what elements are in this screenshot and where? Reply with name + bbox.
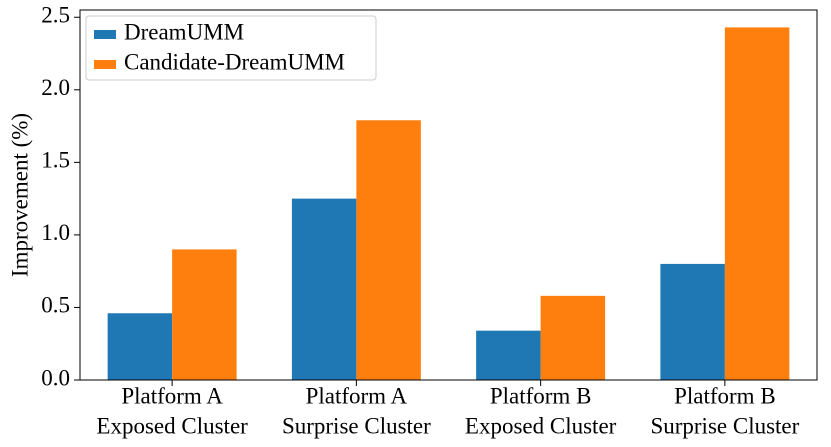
bar: [172, 249, 237, 380]
bar: [107, 313, 173, 380]
y-tick-label: 0.0: [41, 365, 70, 390]
legend-swatch: [94, 60, 116, 69]
x-tick-label: Platform A: [306, 383, 408, 408]
x-tick-label: Platform B: [490, 383, 592, 408]
y-tick-label: 2.0: [41, 75, 70, 100]
x-tick-label: Surprise Cluster: [282, 413, 431, 438]
legend-label: DreamUMM: [124, 19, 244, 44]
x-tick-label: Platform B: [674, 383, 776, 408]
y-tick-label: 0.5: [41, 293, 70, 318]
y-tick-label: 1.0: [41, 220, 70, 245]
x-tick-label: Platform A: [121, 383, 223, 408]
plot-frame: [79, 9, 818, 381]
bar: [476, 330, 541, 380]
x-tick-label: Surprise Cluster: [650, 413, 799, 438]
legend-swatch: [94, 30, 116, 39]
x-tick-label: Exposed Cluster: [96, 413, 248, 438]
legend-label: Candidate-DreamUMM: [124, 49, 345, 74]
bar: [356, 120, 421, 381]
bar: [660, 263, 725, 380]
bar: [540, 295, 606, 380]
x-tick-label: Exposed Cluster: [465, 413, 617, 438]
bar: [291, 198, 357, 380]
y-axis-label: Improvement (%): [7, 113, 32, 277]
bar: [724, 27, 790, 380]
y-tick-label: 2.5: [41, 3, 70, 28]
legend-box: [85, 15, 377, 81]
y-tick-label: 1.5: [41, 148, 70, 173]
